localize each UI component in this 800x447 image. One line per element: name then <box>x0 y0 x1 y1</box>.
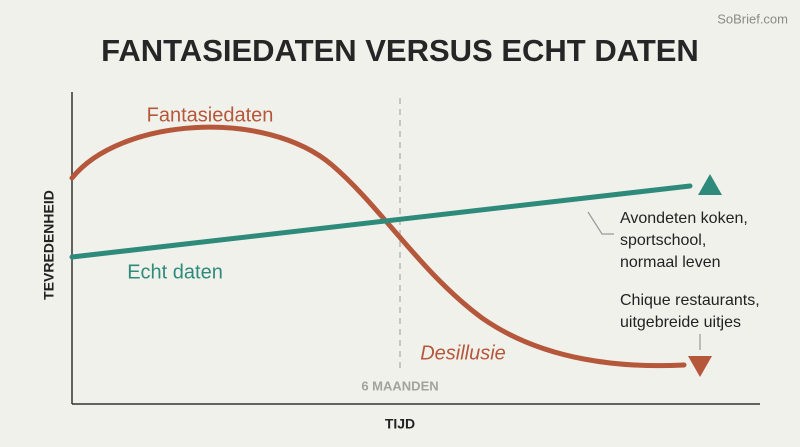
callout-text: Chique restaurants, <box>620 292 760 309</box>
time-marker-label: 6 MAANDEN <box>361 378 438 393</box>
watermark: SoBrief.com <box>717 11 788 26</box>
down-arrow <box>688 356 712 377</box>
callout-connector <box>587 211 614 235</box>
y-axis-label: TEVREDENHEID <box>41 190 57 300</box>
callout-text: normaal leven <box>620 254 721 271</box>
up-arrow <box>698 174 722 195</box>
x-axis-label: TIJD <box>385 416 415 432</box>
curve-label: Echt daten <box>127 261 223 283</box>
curve-label: Fantasiedaten <box>147 104 274 126</box>
callout-text: uitgebreide uitjes <box>620 314 741 331</box>
phase-label: Desillusie <box>420 342 506 364</box>
callout-text: sportschool, <box>620 232 706 249</box>
real-line <box>69 183 693 260</box>
fantasy-curve <box>69 124 687 369</box>
callout-text: Avondeten koken, <box>620 210 748 227</box>
title: FANTASIEDATEN VERSUS ECHT DATEN <box>101 33 699 68</box>
